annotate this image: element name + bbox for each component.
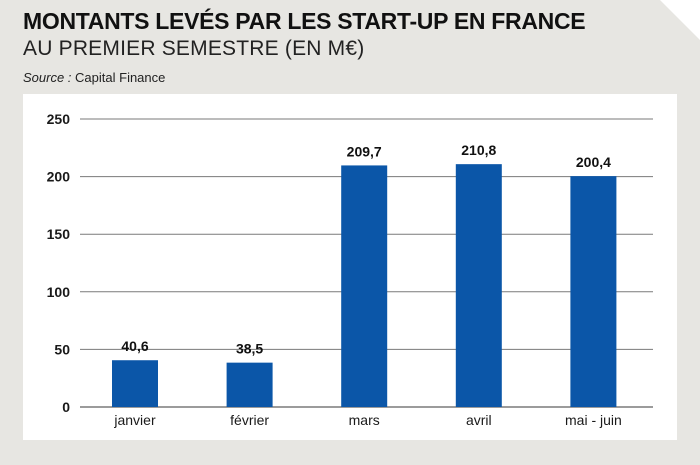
y-tick-label: 200 — [47, 169, 71, 185]
bar-value-label: 209,7 — [347, 143, 382, 159]
bar-value-label: 40,6 — [121, 338, 148, 354]
y-tick-label: 100 — [47, 284, 71, 300]
bar-chart: 0 50 100 150 200 250 40,6 janvier 38,5 février 209… — [47, 111, 653, 428]
x-tick-label: mai - juin — [565, 412, 622, 428]
x-tick-label: mars — [349, 412, 380, 428]
bar-value-label: 210,8 — [461, 142, 496, 158]
y-tick-label: 150 — [47, 226, 71, 242]
source-label: Source : — [23, 70, 72, 85]
chart-subtitle: AU PREMIER SEMESTRE (EN M€) — [23, 37, 365, 60]
y-tick-label: 0 — [62, 399, 70, 415]
source-line: Source : Capital Finance — [23, 70, 165, 85]
bar — [112, 360, 158, 407]
source-value: Capital Finance — [75, 70, 166, 85]
x-tick-label: avril — [466, 412, 492, 428]
bar — [570, 176, 617, 407]
bar-value-label: 38,5 — [236, 341, 263, 357]
bar — [341, 165, 388, 407]
y-tick-label: 50 — [54, 341, 70, 357]
x-tick-label: février — [230, 412, 269, 428]
chart-panel: 0 50 100 150 200 250 40,6 janvier 38,5 février 209… — [23, 94, 677, 440]
x-tick-label: janvier — [113, 412, 156, 428]
y-tick-label: 250 — [47, 111, 71, 127]
bar — [226, 362, 273, 407]
bar — [455, 164, 502, 407]
corner-fold — [660, 0, 700, 40]
chart-title: MONTANTS LEVÉS PAR LES START-UP EN FRANC… — [23, 8, 586, 34]
bar-value-label: 200,4 — [576, 154, 611, 170]
